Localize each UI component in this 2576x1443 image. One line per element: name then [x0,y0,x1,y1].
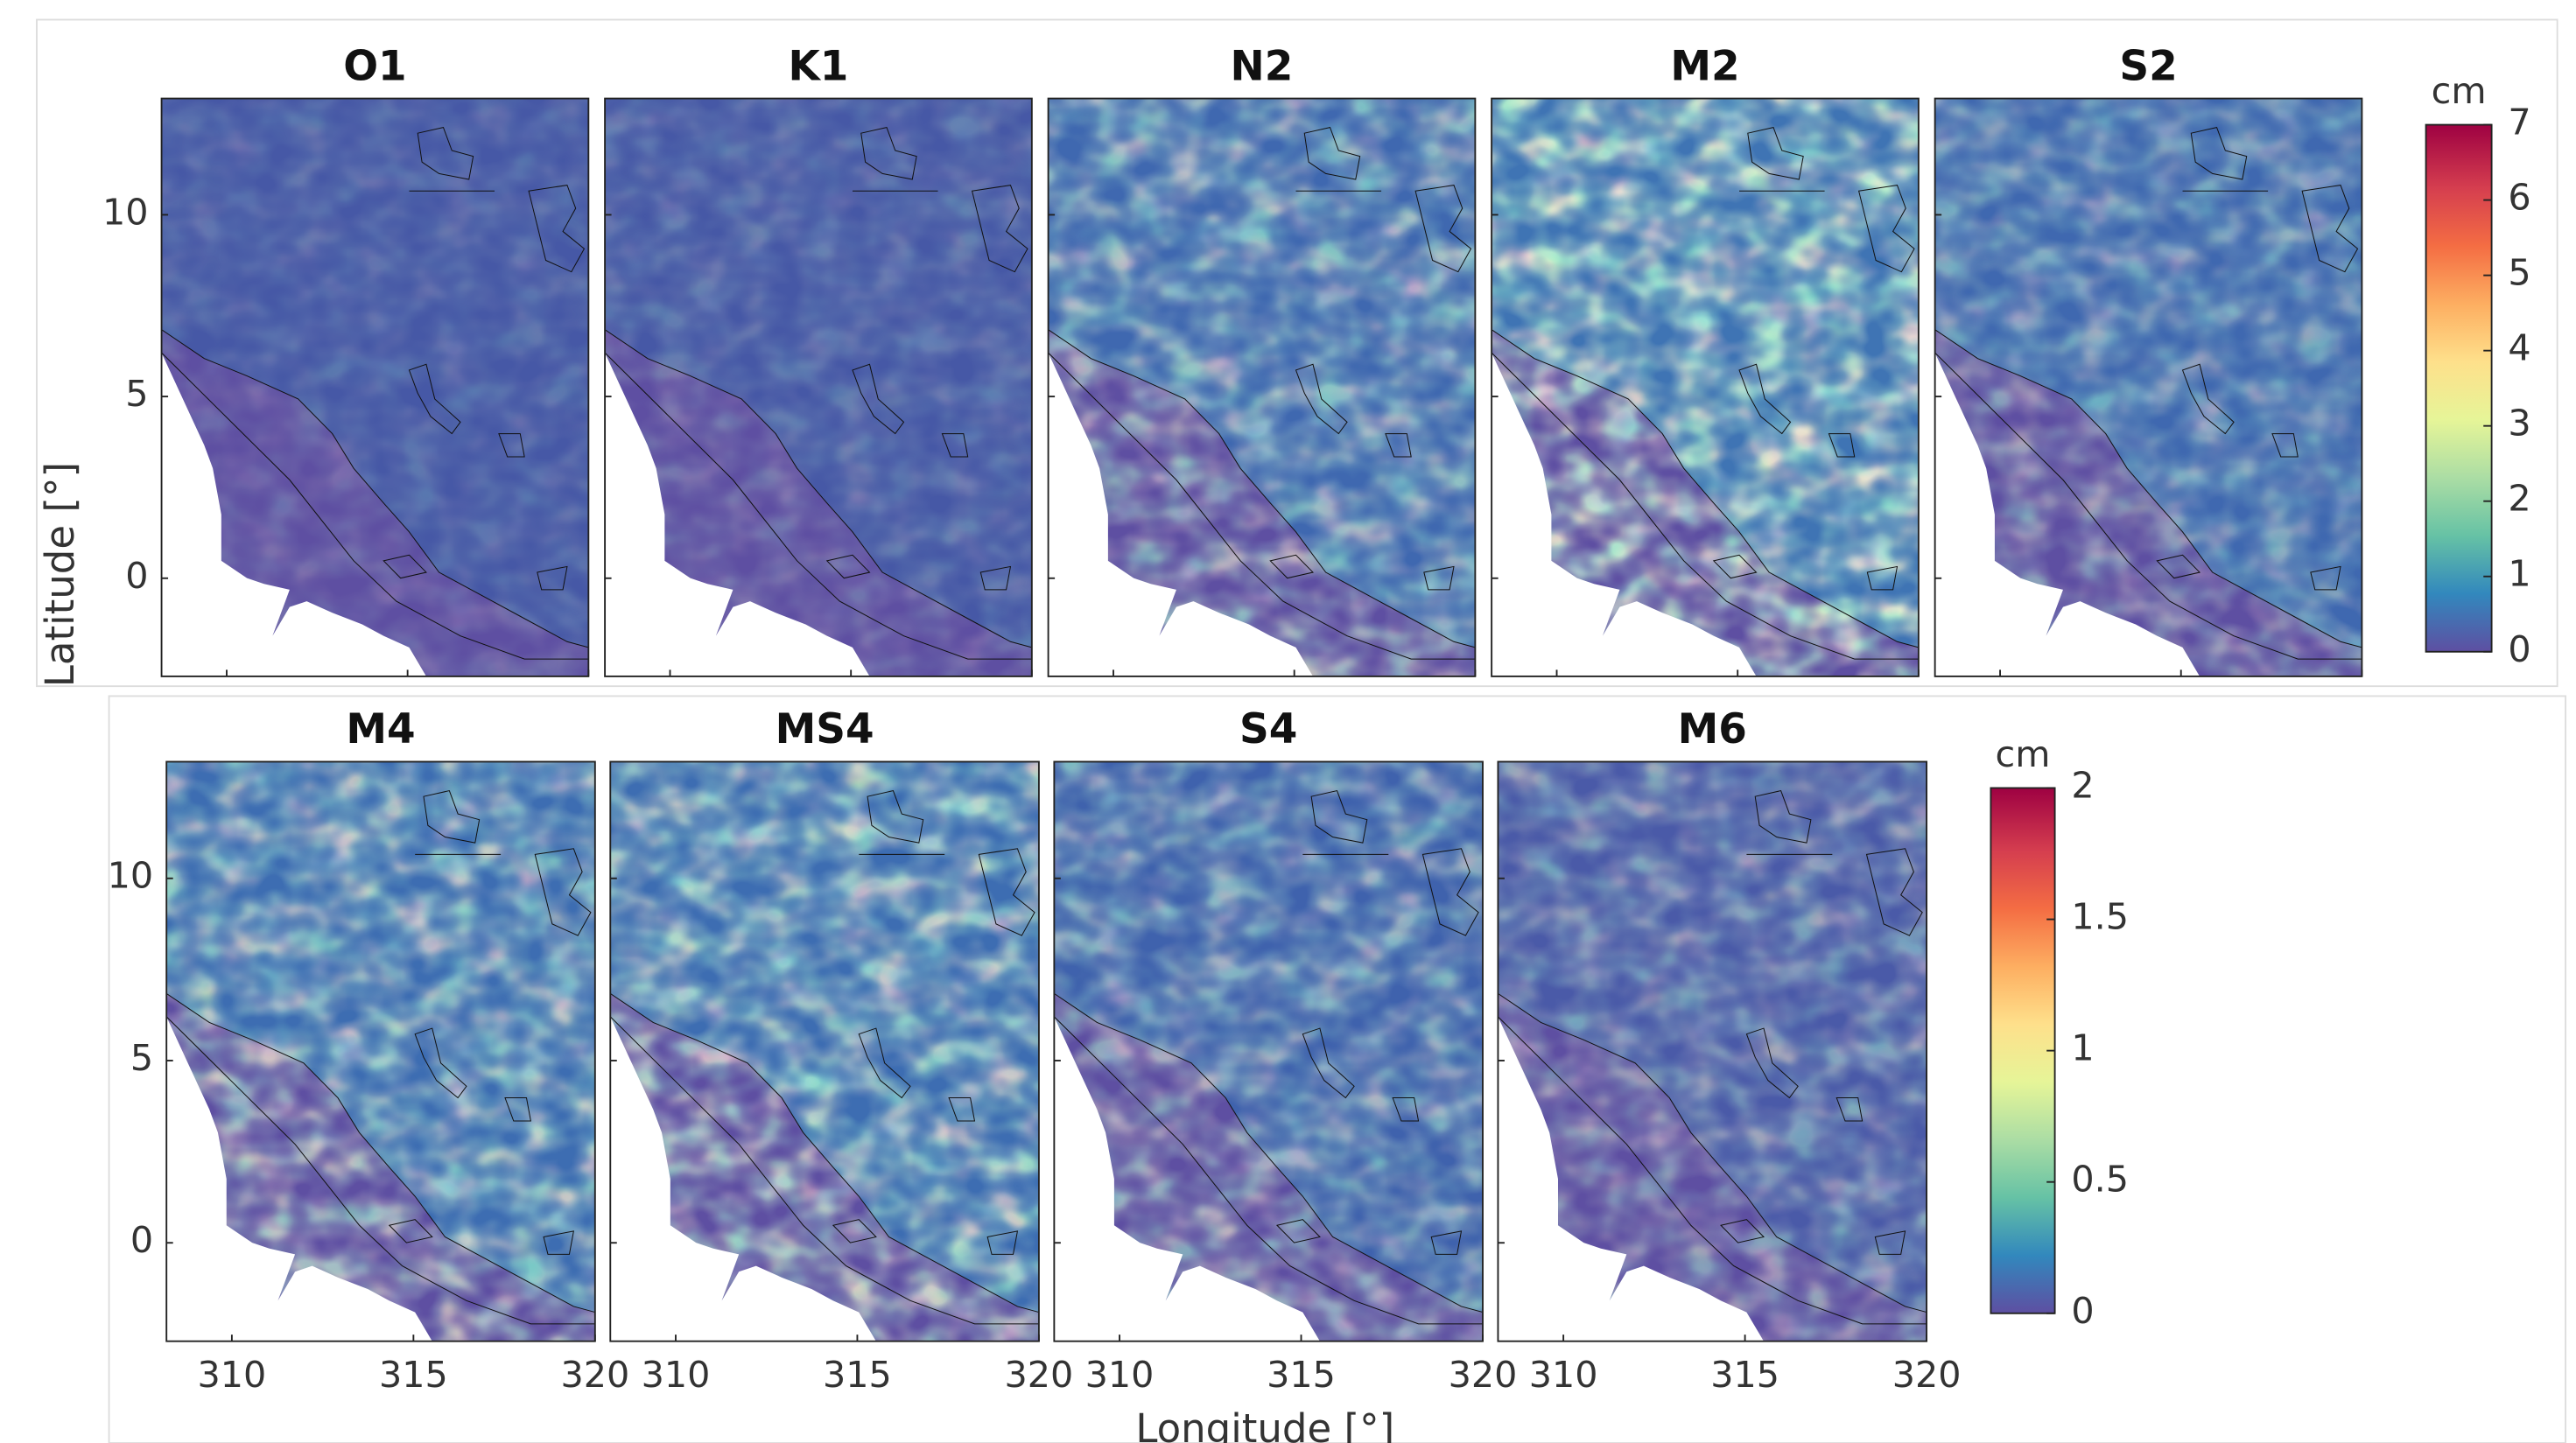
colorbar-tick-label: 2 [2508,478,2530,520]
panel-title: K1 [788,42,848,90]
panel-title: S2 [2119,42,2177,90]
x-tick-label: 315 [379,1354,448,1396]
panel-border [108,695,2566,1443]
colorbar-tick-label: 0 [2508,628,2530,670]
map-panel [1492,98,1919,676]
x-tick-label: 310 [198,1354,267,1396]
colorbar-tick-label: 7 [2508,102,2530,144]
panel-frame [1047,97,1477,677]
colorbar-tick-label: 2 [2071,764,2094,806]
x-tick-label: 310 [1529,1354,1598,1396]
map-panel [1048,98,1476,676]
x-tick-label: 310 [642,1354,711,1396]
colorbar-tick-label: 0.5 [2071,1159,2129,1201]
x-tick-label: 320 [1449,1354,1518,1396]
panel-frame [160,97,590,677]
x-tick-label: 315 [1710,1354,1779,1396]
map-panel [166,761,595,1341]
y-tick-label: 5 [130,1037,153,1079]
x-tick-label: 320 [560,1354,629,1396]
colorbar-tick-label: 1.5 [2071,896,2129,938]
y-tick-label: 5 [125,373,148,415]
panel-frame [1497,760,1928,1342]
colorbar-tick-label: 3 [2508,403,2530,445]
x-tick-label: 320 [1005,1354,1074,1396]
panel-title: MS4 [776,705,874,753]
x-axis-label: Longitude [°] [1135,1405,1394,1443]
panel-frame [1491,97,1920,677]
colorbar [2425,123,2493,653]
x-tick-label: 315 [823,1354,892,1396]
colorbar-tick-label: 6 [2508,177,2530,219]
map-panel [610,761,1039,1341]
panel-frame [1934,97,2363,677]
colorbar-label: cm [1996,733,2051,775]
x-tick-label: 320 [1892,1354,1962,1396]
y-tick-label: 10 [108,855,154,897]
x-tick-label: 310 [1085,1354,1155,1396]
map-panel [1498,761,1927,1341]
map-panel [605,98,1032,676]
panel-title: M4 [346,705,415,753]
panel-title: N2 [1231,42,1294,90]
y-axis-label: Latitude [°] [37,462,83,687]
panel-title: M2 [1670,42,1739,90]
panel-border [36,18,2558,688]
colorbar-tick-label: 1 [2508,553,2530,595]
colorbar-tick-label: 4 [2508,327,2530,369]
panel-frame [1053,760,1484,1342]
colorbar-tick-label: 5 [2508,252,2530,294]
y-tick-label: 10 [102,191,149,233]
map-panel [1054,761,1483,1341]
colorbar-tick-label: 0 [2071,1290,2094,1332]
panel-title: O1 [343,42,406,90]
colorbar [1990,787,2056,1314]
panel-frame [165,760,596,1342]
map-panel [162,98,589,676]
map-panel [1934,98,2362,676]
x-tick-label: 315 [1267,1354,1336,1396]
panel-title: M6 [1678,705,1747,753]
panel-frame [609,760,1040,1342]
y-tick-label: 0 [130,1219,153,1261]
y-tick-label: 0 [125,555,148,597]
panel-title: S4 [1239,705,1297,753]
colorbar-tick-label: 1 [2071,1027,2094,1069]
colorbar-label: cm [2432,70,2487,112]
panel-frame [604,97,1033,677]
